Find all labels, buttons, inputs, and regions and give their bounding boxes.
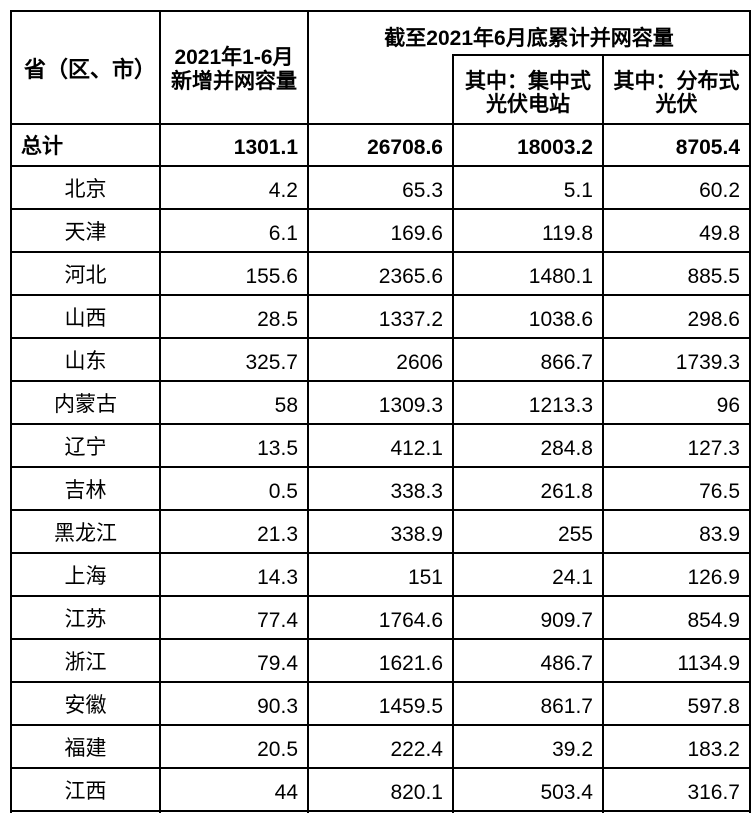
value-cell: 1213.3 [452, 380, 602, 423]
header-centralized: 其中：集中式 光伏电站 [452, 54, 602, 123]
value-cell: 169.6 [307, 208, 452, 251]
value-cell: 1739.3 [602, 337, 749, 380]
value-cell: 49.8 [602, 208, 749, 251]
value-cell: 222.4 [307, 724, 452, 767]
province-cell: 江西 [12, 767, 159, 810]
value-cell: 79.4 [159, 638, 307, 681]
value-cell: 316.7 [602, 767, 749, 810]
header-new-capacity-line2: 新增并网容量 [171, 69, 297, 93]
value-cell: 58 [159, 380, 307, 423]
value-cell: 24.1 [452, 552, 602, 595]
value-cell: 338.3 [307, 466, 452, 509]
value-cell: 39.2 [452, 724, 602, 767]
value-cell: 127.3 [602, 423, 749, 466]
province-cell: 江苏 [12, 595, 159, 638]
value-cell: 2365.6 [307, 251, 452, 294]
value-cell: 28.5 [159, 294, 307, 337]
value-cell: 44 [159, 767, 307, 810]
value-cell: 76.5 [602, 466, 749, 509]
pv-capacity-table: 省（区、市） 2021年1-6月 新增并网容量 截至2021年6月底累计并网容量… [10, 10, 751, 813]
value-cell: 77.4 [159, 595, 307, 638]
value-cell: 325.7 [159, 337, 307, 380]
total-row-label: 总计 [12, 123, 159, 165]
header-new-capacity: 2021年1-6月 新增并网容量 [159, 12, 307, 123]
value-cell: 4.2 [159, 165, 307, 208]
value-cell: 909.7 [452, 595, 602, 638]
value-cell: 26708.6 [307, 123, 452, 165]
value-cell: 284.8 [452, 423, 602, 466]
value-cell: 486.7 [452, 638, 602, 681]
value-cell: 1309.3 [307, 380, 452, 423]
province-cell: 山西 [12, 294, 159, 337]
province-cell: 河北 [12, 251, 159, 294]
header-province: 省（区、市） [24, 56, 157, 82]
value-cell: 0.5 [159, 466, 307, 509]
value-cell: 412.1 [307, 423, 452, 466]
value-cell: 1480.1 [452, 251, 602, 294]
value-cell: 183.2 [602, 724, 749, 767]
value-cell: 60.2 [602, 165, 749, 208]
value-cell: 155.6 [159, 251, 307, 294]
value-cell: 65.3 [307, 165, 452, 208]
value-cell: 885.5 [602, 251, 749, 294]
value-cell: 338.9 [307, 509, 452, 552]
value-cell: 1459.5 [307, 681, 452, 724]
clipped-row-cell [307, 810, 452, 813]
province-cell: 北京 [12, 165, 159, 208]
province-cell: 辽宁 [12, 423, 159, 466]
value-cell: 597.8 [602, 681, 749, 724]
clipped-row-cell [12, 810, 159, 813]
header-distributed: 其中：分布式 光伏 [602, 54, 749, 123]
value-cell: 21.3 [159, 509, 307, 552]
province-cell: 吉林 [12, 466, 159, 509]
value-cell: 5.1 [452, 165, 602, 208]
value-cell: 6.1 [159, 208, 307, 251]
province-cell: 内蒙古 [12, 380, 159, 423]
value-cell: 1621.6 [307, 638, 452, 681]
header-centralized-line1: 其中：集中式 [465, 70, 591, 93]
clipped-row-cell [452, 810, 602, 813]
header-distributed-line1: 其中：分布式 [613, 70, 740, 93]
value-cell: 861.7 [452, 681, 602, 724]
value-cell: 90.3 [159, 681, 307, 724]
province-cell: 上海 [12, 552, 159, 595]
value-cell: 1134.9 [602, 638, 749, 681]
value-cell: 13.5 [159, 423, 307, 466]
value-cell: 298.6 [602, 294, 749, 337]
value-cell: 1038.6 [452, 294, 602, 337]
value-cell: 854.9 [602, 595, 749, 638]
value-cell: 8705.4 [602, 123, 749, 165]
value-cell: 255 [452, 509, 602, 552]
value-cell: 83.9 [602, 509, 749, 552]
value-cell: 503.4 [452, 767, 602, 810]
clipped-row-cell [602, 810, 749, 813]
value-cell: 866.7 [452, 337, 602, 380]
value-cell: 20.5 [159, 724, 307, 767]
value-cell: 151 [307, 552, 452, 595]
value-cell: 126.9 [602, 552, 749, 595]
value-cell: 2606 [307, 337, 452, 380]
value-cell: 14.3 [159, 552, 307, 595]
province-cell: 山东 [12, 337, 159, 380]
value-cell: 18003.2 [452, 123, 602, 165]
value-cell: 1301.1 [159, 123, 307, 165]
header-centralized-line2: 光伏电站 [486, 93, 570, 116]
value-cell: 820.1 [307, 767, 452, 810]
value-cell: 96 [602, 380, 749, 423]
header-new-capacity-line1: 2021年1-6月 [174, 45, 294, 69]
province-cell: 安徽 [12, 681, 159, 724]
province-cell: 浙江 [12, 638, 159, 681]
value-cell: 1764.6 [307, 595, 452, 638]
province-cell: 黑龙江 [12, 509, 159, 552]
province-cell: 福建 [12, 724, 159, 767]
value-cell: 1337.2 [307, 294, 452, 337]
header-cumulative-group: 截至2021年6月底累计并网容量 [307, 12, 749, 54]
clipped-row-cell [159, 810, 307, 813]
value-cell: 261.8 [452, 466, 602, 509]
province-cell: 天津 [12, 208, 159, 251]
value-cell: 119.8 [452, 208, 602, 251]
header-distributed-line2: 光伏 [655, 93, 698, 116]
header-cumulative-total-subcell [307, 54, 452, 123]
